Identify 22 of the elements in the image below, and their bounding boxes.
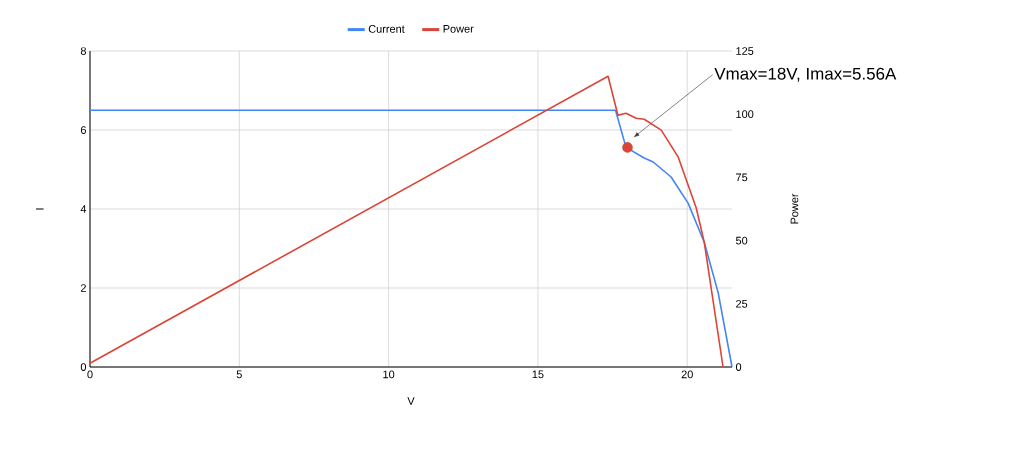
legend-label: Power bbox=[443, 25, 474, 33]
y2-tick-label: 75 bbox=[736, 173, 748, 182]
y-tick-label: 4 bbox=[80, 205, 87, 213]
y2-tick-label: 0 bbox=[735, 363, 742, 371]
y2-tick-label: 100 bbox=[736, 110, 754, 119]
x-tick-label: 10 bbox=[383, 370, 395, 379]
y-tick-label: 8 bbox=[80, 47, 86, 55]
x-tick-label: 0 bbox=[87, 370, 93, 379]
annotation: Vmax=18V, Imax=5.56A bbox=[714, 67, 897, 82]
y-tick-label: 0 bbox=[80, 363, 87, 371]
y2-axis-title: Power bbox=[790, 193, 799, 224]
y2-tick-label: 50 bbox=[735, 236, 748, 245]
y2-tick-label: 25 bbox=[736, 299, 748, 308]
x-axis-title: V bbox=[407, 397, 415, 405]
y-tick-label: 6 bbox=[80, 126, 86, 134]
y2-tick-label: 125 bbox=[736, 47, 754, 55]
x-tick-label: 20 bbox=[681, 370, 693, 379]
y-axis-title: I bbox=[36, 208, 44, 210]
legend-label: Current bbox=[368, 25, 405, 33]
x-tick-label: 5 bbox=[236, 370, 242, 379]
y-tick-label: 2 bbox=[80, 284, 86, 292]
x-tick-label: 15 bbox=[532, 370, 544, 379]
